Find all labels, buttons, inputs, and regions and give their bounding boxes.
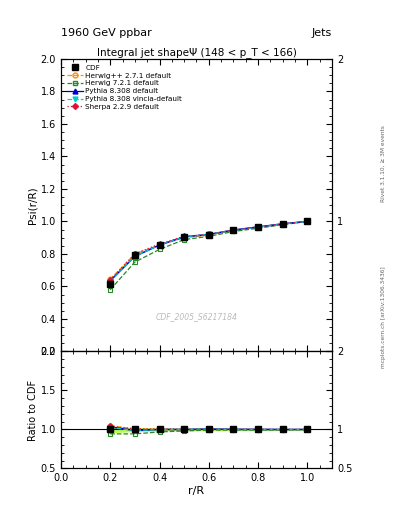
- Y-axis label: Ratio to CDF: Ratio to CDF: [28, 379, 38, 440]
- Text: 1960 GeV ppbar: 1960 GeV ppbar: [61, 28, 152, 38]
- Legend: CDF, Herwig++ 2.7.1 default, Herwig 7.2.1 default, Pythia 8.308 default, Pythia : CDF, Herwig++ 2.7.1 default, Herwig 7.2.…: [64, 62, 184, 112]
- Text: CDF_2005_S6217184: CDF_2005_S6217184: [156, 312, 237, 321]
- Title: Integral jet shapeΨ (148 < p_T < 166): Integral jet shapeΨ (148 < p_T < 166): [97, 47, 296, 58]
- Text: Jets: Jets: [312, 28, 332, 38]
- X-axis label: r/R: r/R: [188, 486, 205, 496]
- Text: Rivet 3.1.10, ≥ 3M events: Rivet 3.1.10, ≥ 3M events: [381, 125, 386, 202]
- Text: mcplots.cern.ch [arXiv:1306.3436]: mcplots.cern.ch [arXiv:1306.3436]: [381, 267, 386, 368]
- Y-axis label: Psi(r/R): Psi(r/R): [28, 186, 38, 224]
